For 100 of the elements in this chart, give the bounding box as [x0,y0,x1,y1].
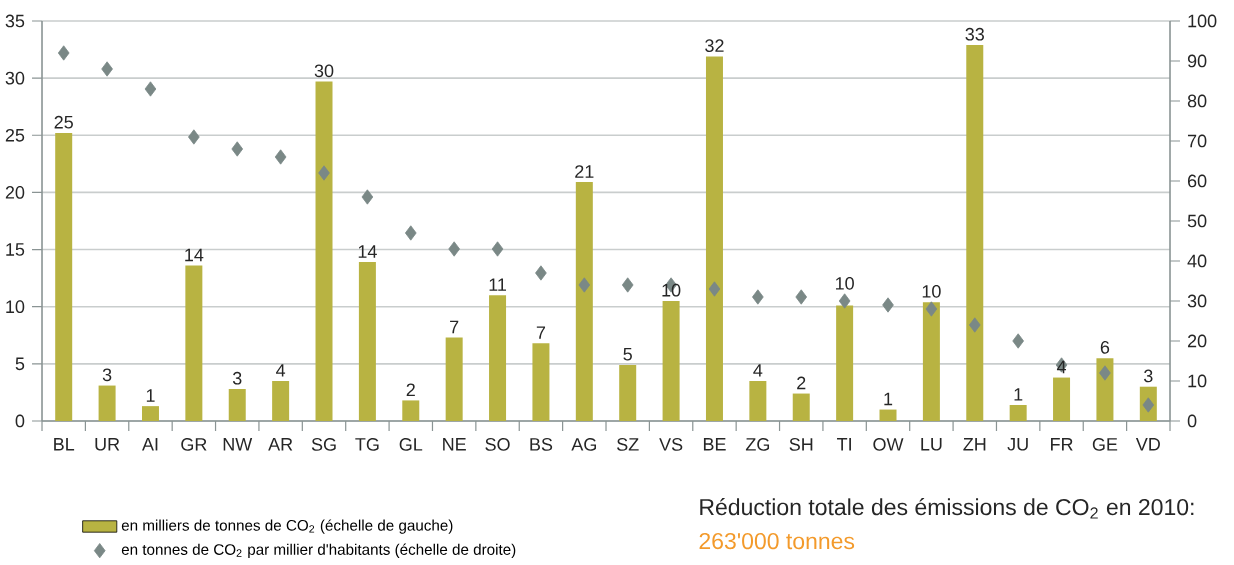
point [101,61,113,77]
y-tick-label: 35 [5,14,25,28]
data-label: 11 [489,278,507,291]
point [144,81,157,97]
bar [141,406,159,421]
data-label: 21 [575,165,594,178]
point [1012,333,1024,349]
y2-tick-label: 60 [1187,174,1207,188]
point [795,289,808,305]
legend-label: en milliers de tonnes de CO$_{2}$ (échelle de gauche) [121,519,453,534]
point [448,241,460,257]
y2-tick-label: 100 [1188,14,1217,28]
x-tick-label: AI [142,438,158,451]
data-label: 1 [146,389,155,402]
legend-label: en tonnes de CO$_{2}$ par millier d'habitants (échelle de droite) [121,543,516,558]
y2-tick-label: 30 [1187,294,1207,308]
point [1099,365,1111,381]
x-tick-label: BS [530,438,553,451]
x-tick-label: NW [223,438,253,451]
text: Réduction totale des émissions de CO$_{2}$ en 2010: [700,498,1194,519]
point [925,301,938,317]
x-tick-label: TI [837,438,851,451]
data-label: 1 [884,392,893,406]
bar [489,295,507,421]
x-tick-label: JU [1007,438,1028,451]
y2-tick-label: 0 [1187,414,1197,428]
y2-tick-label: 20 [1187,334,1207,348]
x-tick-label: UR [95,438,120,451]
data-label: 4 [753,364,763,377]
data-label: 2 [406,383,415,397]
x-tick-label: SG [311,438,336,451]
y-tick-label: 15 [6,243,25,256]
data-label: 14 [185,248,204,262]
data-label: 3 [1144,369,1153,383]
bar [662,300,680,421]
bar [575,182,593,421]
x-tick-label: BL [54,438,75,451]
data-label: 4 [276,364,286,377]
x-tick-label: AR [268,438,293,451]
data-label: 10 [662,283,681,297]
x-tick-label: VS [659,438,683,451]
bar [1053,377,1071,421]
y-tick-label: 25 [5,128,25,142]
y2-tick-label: 50 [1187,214,1207,228]
bar [55,132,73,421]
y2-tick-label: 10 [1188,374,1207,388]
data-label: 7 [450,320,459,334]
point [188,129,200,145]
point [752,289,764,305]
data-label: 10 [922,284,941,298]
point [838,293,851,309]
y-tick-label: 10 [6,300,25,314]
point [274,149,287,165]
x-tick-label: TG [355,438,379,451]
data-label: 7 [536,326,546,339]
data-label: 2 [797,376,806,390]
x-tick-label: GE [1092,438,1118,451]
point [404,225,417,241]
bar [532,343,550,421]
data-label: 1 [1014,388,1023,401]
bar [445,337,463,421]
data-label: 3 [232,371,242,385]
x-tick-label: GR [181,438,207,451]
x-tick-label: AG [571,438,596,451]
point [578,277,591,293]
point [318,165,330,181]
point [708,281,721,297]
x-tick-label: SH [789,438,813,451]
data-label: 3 [102,368,112,382]
x-tick-label: NE [443,438,466,451]
bar [228,388,246,421]
x-tick-label: GL [399,438,423,451]
data-label: 5 [623,348,632,361]
data-label: 32 [705,39,724,53]
point [882,297,894,313]
data-label: 25 [54,115,73,129]
data-label: 6 [1100,340,1110,354]
point [231,141,244,157]
y2-tick-label: 40 [1187,254,1207,268]
data-label: 10 [835,276,854,290]
bar [966,44,984,421]
y-tick-label: 20 [5,186,25,199]
x-tick-label: OW [873,438,904,451]
bar [749,380,767,421]
bar [922,302,940,421]
data-label: 30 [314,64,334,78]
x-tick-label: ZG [745,438,770,451]
x-tick-label: VD [1135,438,1160,451]
y2-tick-label: 90 [1187,54,1207,68]
point [57,45,70,61]
bar [619,364,637,421]
point [361,189,374,205]
bar [315,81,333,421]
y-tick-label: 5 [15,357,25,371]
bar [185,265,203,421]
bar [272,380,290,421]
point [535,265,547,281]
x-tick-label: BE [703,438,726,451]
bar [358,262,376,421]
x-tick-label: FR [1051,438,1073,451]
